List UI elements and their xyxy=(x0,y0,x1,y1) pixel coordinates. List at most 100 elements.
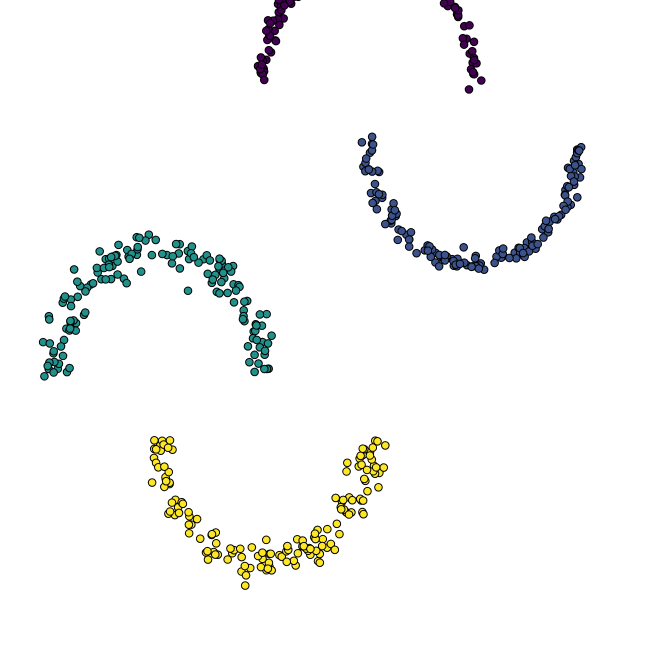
data-point xyxy=(330,545,340,555)
data-point xyxy=(505,253,514,263)
data-point xyxy=(331,493,340,503)
data-point xyxy=(69,265,79,274)
data-point xyxy=(261,535,271,545)
data-point xyxy=(358,444,368,453)
data-point xyxy=(271,36,281,46)
data-point xyxy=(254,359,263,368)
data-point xyxy=(250,367,259,377)
data-point xyxy=(518,248,528,258)
data-point xyxy=(295,0,302,2)
data-point xyxy=(335,529,344,539)
data-point xyxy=(241,571,251,580)
data-point xyxy=(243,342,253,351)
data-point xyxy=(194,258,203,267)
data-point xyxy=(208,275,218,284)
data-point xyxy=(455,259,465,269)
data-point xyxy=(184,507,193,517)
data-point xyxy=(223,555,232,564)
data-point xyxy=(362,465,372,475)
data-point xyxy=(203,555,213,564)
data-point xyxy=(264,45,274,55)
data-point xyxy=(151,445,161,454)
data-point xyxy=(205,256,215,265)
data-point xyxy=(56,342,66,351)
data-point xyxy=(165,507,175,516)
data-point xyxy=(275,20,284,30)
data-point xyxy=(274,0,284,5)
data-point xyxy=(256,53,266,62)
data-point xyxy=(527,233,536,242)
data-point xyxy=(252,335,262,345)
data-point xyxy=(229,298,239,307)
data-point xyxy=(151,235,161,245)
data-point xyxy=(240,561,250,571)
data-point xyxy=(122,278,131,288)
data-point xyxy=(470,253,480,263)
data-point xyxy=(338,495,348,505)
data-point xyxy=(189,252,199,262)
data-point xyxy=(104,262,114,272)
data-point xyxy=(43,361,53,371)
data-point xyxy=(367,132,377,142)
data-point xyxy=(541,216,551,226)
data-point xyxy=(326,539,336,549)
data-point xyxy=(263,564,273,573)
data-point xyxy=(263,339,273,348)
data-point xyxy=(171,239,181,249)
data-point xyxy=(161,476,171,486)
data-point xyxy=(412,248,421,258)
data-point xyxy=(133,242,143,252)
data-point xyxy=(323,524,332,534)
data-point xyxy=(258,548,267,558)
data-point xyxy=(374,482,383,492)
data-point xyxy=(476,76,486,85)
data-point xyxy=(255,310,265,319)
data-point xyxy=(215,289,224,298)
data-point xyxy=(147,478,157,487)
data-point xyxy=(195,534,205,543)
data-point xyxy=(211,539,221,548)
data-point xyxy=(259,75,269,85)
data-point xyxy=(223,288,232,298)
data-point xyxy=(218,268,228,278)
data-point xyxy=(397,226,406,236)
data-point xyxy=(184,528,194,538)
data-point xyxy=(533,239,543,249)
data-point xyxy=(174,508,184,518)
data-point xyxy=(192,514,202,524)
data-point xyxy=(114,240,123,250)
data-point xyxy=(569,177,579,186)
data-point xyxy=(393,235,403,245)
data-point xyxy=(315,558,325,567)
data-point xyxy=(260,364,269,374)
data-point xyxy=(73,277,82,286)
data-point xyxy=(373,437,382,446)
data-point xyxy=(257,60,267,69)
data-point xyxy=(210,550,220,559)
data-point xyxy=(95,247,104,256)
data-point xyxy=(359,509,368,519)
data-point xyxy=(406,227,416,237)
data-point xyxy=(237,552,246,562)
data-point xyxy=(283,541,292,551)
data-point xyxy=(280,1,289,10)
data-point xyxy=(167,259,177,268)
data-point xyxy=(282,557,292,567)
data-point xyxy=(260,346,270,356)
data-point xyxy=(265,18,275,28)
data-point xyxy=(372,204,382,214)
data-point xyxy=(469,37,479,47)
data-point xyxy=(65,363,74,373)
data-point xyxy=(574,146,584,156)
data-point xyxy=(561,205,570,215)
data-point xyxy=(459,40,469,49)
data-point xyxy=(368,443,378,452)
data-point xyxy=(223,262,233,272)
data-point xyxy=(577,164,586,174)
data-point xyxy=(217,277,226,287)
data-point xyxy=(73,292,83,302)
data-point xyxy=(134,233,144,243)
data-point xyxy=(317,541,327,551)
data-point xyxy=(247,543,257,552)
